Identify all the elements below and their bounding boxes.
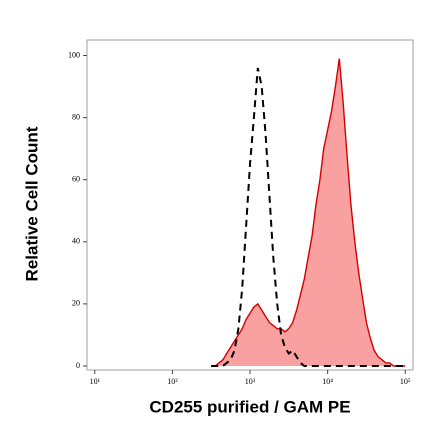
area bbox=[211, 58, 406, 366]
x-tick-label: 10³ bbox=[245, 377, 256, 386]
y-tick-label: 40 bbox=[72, 237, 80, 246]
y-tick-label: 80 bbox=[72, 112, 80, 121]
line bbox=[211, 58, 406, 367]
y-tick-label: 20 bbox=[72, 299, 80, 308]
y-tick-label: 100 bbox=[68, 50, 80, 59]
y-tick-label: 0 bbox=[76, 361, 80, 370]
x-tick-label: 10¹ bbox=[90, 377, 101, 386]
line bbox=[211, 67, 406, 367]
x-tick-label: 10² bbox=[167, 377, 178, 386]
y-tick-label: 60 bbox=[72, 175, 80, 184]
x-tick-label: 10⁴ bbox=[322, 377, 333, 386]
x-tick-label: 10⁵ bbox=[400, 377, 411, 386]
y-axis-label: Relative Cell Count bbox=[22, 126, 41, 281]
x-axis-label: CD255 purified / GAM PE bbox=[149, 397, 350, 416]
